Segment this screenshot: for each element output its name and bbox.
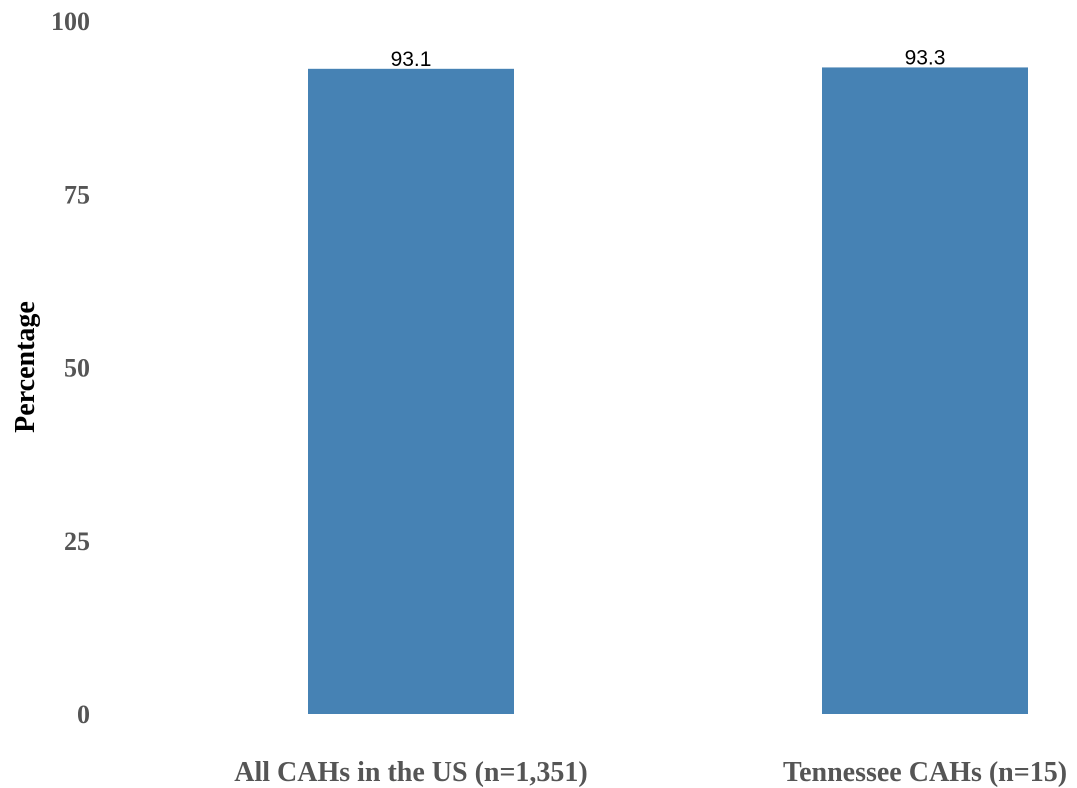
bars-group	[308, 67, 1028, 714]
x-axis-labels: All CAHs in the US (n=1,351) Tennessee CA…	[234, 757, 1067, 788]
y-tick-label: 100	[51, 7, 90, 36]
y-tick-label: 0	[77, 700, 90, 729]
bar-value-label: 93.3	[905, 46, 946, 69]
bar-value-label: 93.1	[391, 48, 432, 71]
y-tick-label: 50	[64, 354, 90, 383]
value-labels-group: 93.1 93.3	[391, 46, 946, 70]
bar	[308, 68, 514, 714]
x-category-label: All CAHs in the US (n=1,351)	[234, 757, 588, 788]
y-axis-ticks: 0 25 50 75 100	[51, 7, 90, 729]
y-tick-label: 75	[64, 180, 90, 209]
y-axis-title: Percentage	[10, 301, 41, 433]
x-category-label: Tennessee CAHs (n=15)	[783, 757, 1067, 788]
y-tick-label: 25	[64, 527, 90, 556]
bar	[822, 67, 1028, 714]
